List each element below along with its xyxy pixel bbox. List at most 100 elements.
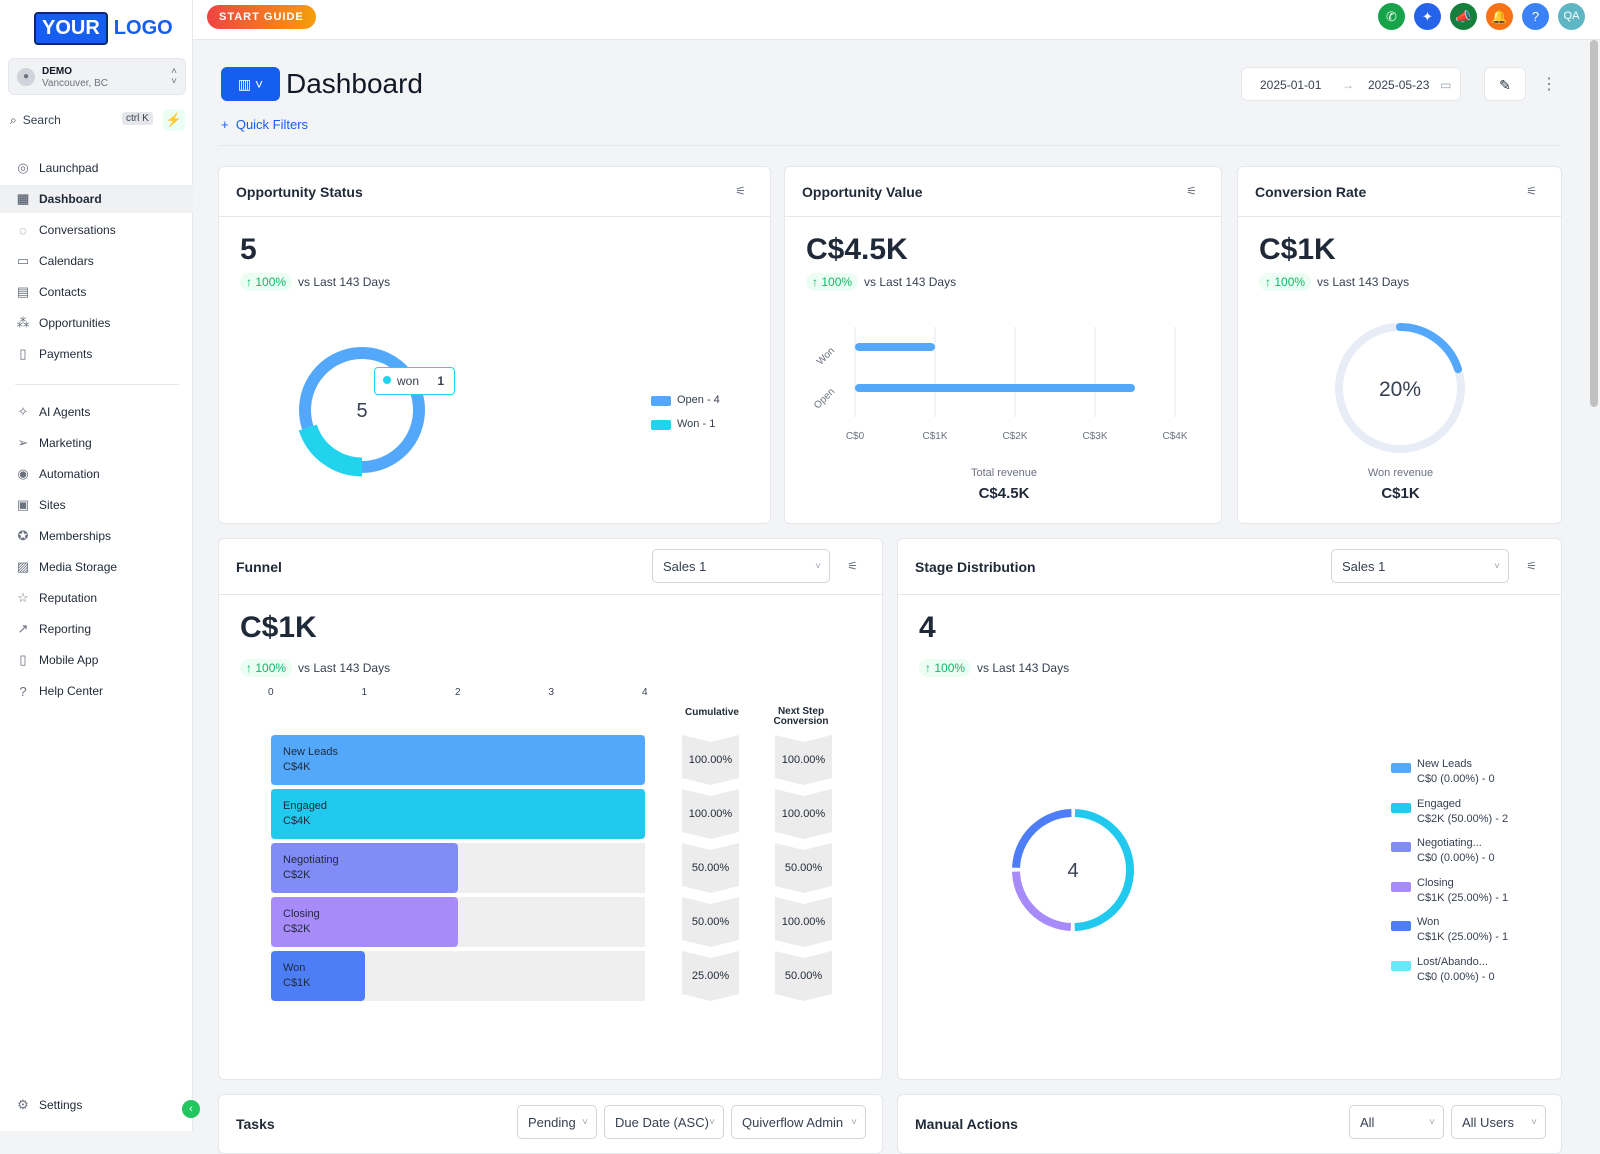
location-name: DEMO [42, 66, 72, 77]
location-switcher[interactable]: ● DEMO Vancouver, BC ˄ ˅ [8, 58, 186, 95]
legend-item-open[interactable]: Open - 4 [651, 394, 720, 406]
user-filter-select[interactable]: All Users ˅ [1451, 1105, 1546, 1139]
date-to: 2025-05-23 [1368, 78, 1430, 92]
edit-dashboard-button[interactable]: ✎ [1484, 67, 1526, 101]
bell-icon[interactable]: 🔔 [1486, 3, 1513, 30]
funnel-bar-new-leads[interactable]: New Leads C$4K [271, 735, 645, 785]
conversion-rate-card: Conversion Rate ⚟ C$1K ↑ 100% vs Last 143 … [1237, 166, 1562, 524]
collapse-sidebar-button[interactable]: ‹ [182, 1100, 200, 1118]
filter-sliders-icon[interactable]: ⚟ [1526, 184, 1537, 198]
conversion-rate-value: C$1K [1259, 233, 1336, 266]
legend-name: New Leads [1417, 758, 1473, 770]
sidebar-item-sites[interactable]: ▣ Sites [0, 491, 193, 519]
pipeline-select[interactable]: Sales 1 ˅ [652, 549, 830, 583]
filter-sliders-icon[interactable]: ⚟ [1186, 184, 1197, 198]
sidebar-item-label: Calendars [39, 254, 94, 268]
funnel-card: Funnel Sales 1 ˅ ⚟ C$1K ↑ 100% vs Last 143… [218, 538, 883, 1080]
sidebar-item-label: Memberships [39, 529, 112, 543]
dashboard-switcher-button[interactable]: ▥ ˅ [221, 67, 280, 101]
user-avatar[interactable]: QA [1558, 3, 1585, 30]
contacts-icon: ▤ [16, 284, 30, 299]
legend-detail: C$0 (0.00%) - 0 [1417, 852, 1495, 864]
chevron-updown-icon: ˄ ˅ [171, 66, 177, 87]
stage-amount: C$4K [283, 815, 311, 827]
start-guide-button[interactable]: START GUIDE [207, 5, 316, 29]
date-range-picker[interactable]: 2025-01-01 → 2025-05-23 ▭ [1241, 67, 1461, 101]
cumulative-header: Cumulative [685, 707, 739, 718]
filter-sliders-icon[interactable]: ⚟ [735, 184, 746, 198]
legend-item-negotiating-[interactable]: Negotiating... C$0 (0.00%) - 0 [1391, 836, 1495, 866]
sidebar-item-label: Reporting [39, 622, 92, 636]
sidebar-item-help-center[interactable]: ? Help Center [0, 677, 193, 705]
brand-logo[interactable]: YOUR LOGO [34, 11, 173, 45]
sidebar-item-payments[interactable]: ▯ Payments [0, 340, 193, 368]
status-filter-select[interactable]: Pending ˅ [517, 1105, 597, 1139]
quick-action-bolt-icon[interactable]: ⚡ [163, 109, 185, 131]
page-scrollbar[interactable] [1588, 40, 1600, 1131]
header-divider [218, 145, 1561, 146]
filter-sliders-icon[interactable]: ⚟ [1526, 559, 1537, 573]
stage-name: Won [283, 962, 306, 974]
bar-won[interactable] [855, 343, 935, 351]
sidebar-item-memberships[interactable]: ✪ Memberships [0, 522, 193, 550]
legend-item-won[interactable]: Won C$1K (25.00%) - 1 [1391, 915, 1508, 945]
sidebar-item-marketing[interactable]: ➢ Marketing [0, 429, 193, 457]
sort-select[interactable]: Due Date (ASC) ˅ [604, 1105, 724, 1139]
assignee-select[interactable]: Quiverflow Admin ˅ [731, 1105, 866, 1139]
sidebar-item-dashboard[interactable]: ▦ Dashboard [0, 185, 193, 213]
search-input[interactable]: ⌕ Search ctrl K [10, 110, 158, 130]
sidebar-item-label: Marketing [39, 436, 92, 450]
stage-name: Closing [283, 908, 320, 920]
sidebar-item-ai-agents[interactable]: ✧ AI Agents [0, 398, 193, 426]
sidebar-item-reputation[interactable]: ☆ Reputation [0, 584, 193, 612]
funnel-axis-tick: 4 [642, 687, 648, 698]
funnel-bar-won[interactable]: Won C$1K [271, 951, 365, 1001]
sidebar-item-launchpad[interactable]: ◎ Launchpad [0, 154, 193, 182]
more-options-icon[interactable]: ⋮ [1541, 76, 1557, 93]
bar-open[interactable] [855, 384, 1135, 392]
cumulative-value: 100.00% [682, 735, 739, 785]
legend-item-won[interactable]: Won - 1 [651, 418, 715, 430]
chevron-down-icon: ˅ [851, 1117, 857, 1128]
plus-icon: + [221, 117, 236, 132]
legend-item-engaged[interactable]: Engaged C$2K (50.00%) - 2 [1391, 797, 1508, 827]
filter-sliders-icon[interactable]: ⚟ [847, 559, 858, 573]
won-revenue-label: Won revenue [1367, 467, 1434, 479]
donut-slice-won[interactable] [295, 343, 429, 477]
trend-badge: ↑ 100% [240, 273, 293, 291]
logo-text: LOGO [113, 16, 173, 39]
help-icon[interactable]: ? [1522, 3, 1549, 30]
trend-period: vs Last 143 Days [1317, 275, 1410, 289]
quick-filters-label: Quick Filters [235, 117, 309, 132]
send-icon: ➢ [17, 435, 29, 450]
funnel-bar-engaged[interactable]: Engaged C$4K [271, 789, 645, 839]
sidebar-item-contacts[interactable]: ▤ Contacts [0, 278, 193, 306]
sidebar-item-settings[interactable]: ⚙ Settings [0, 1091, 193, 1119]
sidebar-item-reporting[interactable]: ↗ Reporting [0, 615, 193, 643]
pipeline-select[interactable]: Sales 1 ˅ [1331, 549, 1509, 583]
location-avatar-icon: ● [17, 68, 35, 86]
sidebar-item-label: Reputation [39, 591, 98, 605]
legend-item-new-leads[interactable]: New Leads C$0 (0.00%) - 0 [1391, 757, 1495, 787]
legend-item-lost-abando-[interactable]: Lost/Abando... C$0 (0.00%) - 0 [1391, 955, 1495, 985]
funnel-bar-closing[interactable]: Closing C$2K [271, 897, 458, 947]
legend-item-closing[interactable]: Closing C$1K (25.00%) - 1 [1391, 876, 1508, 906]
funnel-axis-tick: 3 [548, 687, 555, 698]
trend-badge: ↑ 100% [1259, 273, 1312, 291]
sidebar-item-mobile-app[interactable]: ▯ Mobile App [0, 646, 193, 674]
phone-icon[interactable]: ✆ [1378, 3, 1405, 30]
sidebar-item-label: Launchpad [39, 161, 99, 175]
type-filter-select[interactable]: All ˅ [1349, 1105, 1444, 1139]
megaphone-icon[interactable]: 📣 [1450, 3, 1477, 30]
card-title: Funnel [236, 559, 282, 575]
sidebar-item-opportunities[interactable]: ⁂ Opportunities [0, 309, 193, 337]
sidebar-item-automation[interactable]: ◉ Automation [0, 460, 193, 488]
sidebar-item-calendars[interactable]: ▭ Calendars [0, 247, 193, 275]
chevron-down-icon: ˅ [1531, 1117, 1537, 1128]
quick-filters-button[interactable]: + Quick Filters [221, 117, 308, 132]
sidebar-item-label: Media Storage [39, 560, 118, 574]
magic-icon[interactable]: ✦ [1414, 3, 1441, 30]
sidebar-item-conversations[interactable]: ◌ Conversations [0, 216, 193, 244]
sidebar-item-media-storage[interactable]: ▨ Media Storage [0, 553, 193, 581]
funnel-bar-negotiating[interactable]: Negotiating C$2K [271, 843, 458, 893]
